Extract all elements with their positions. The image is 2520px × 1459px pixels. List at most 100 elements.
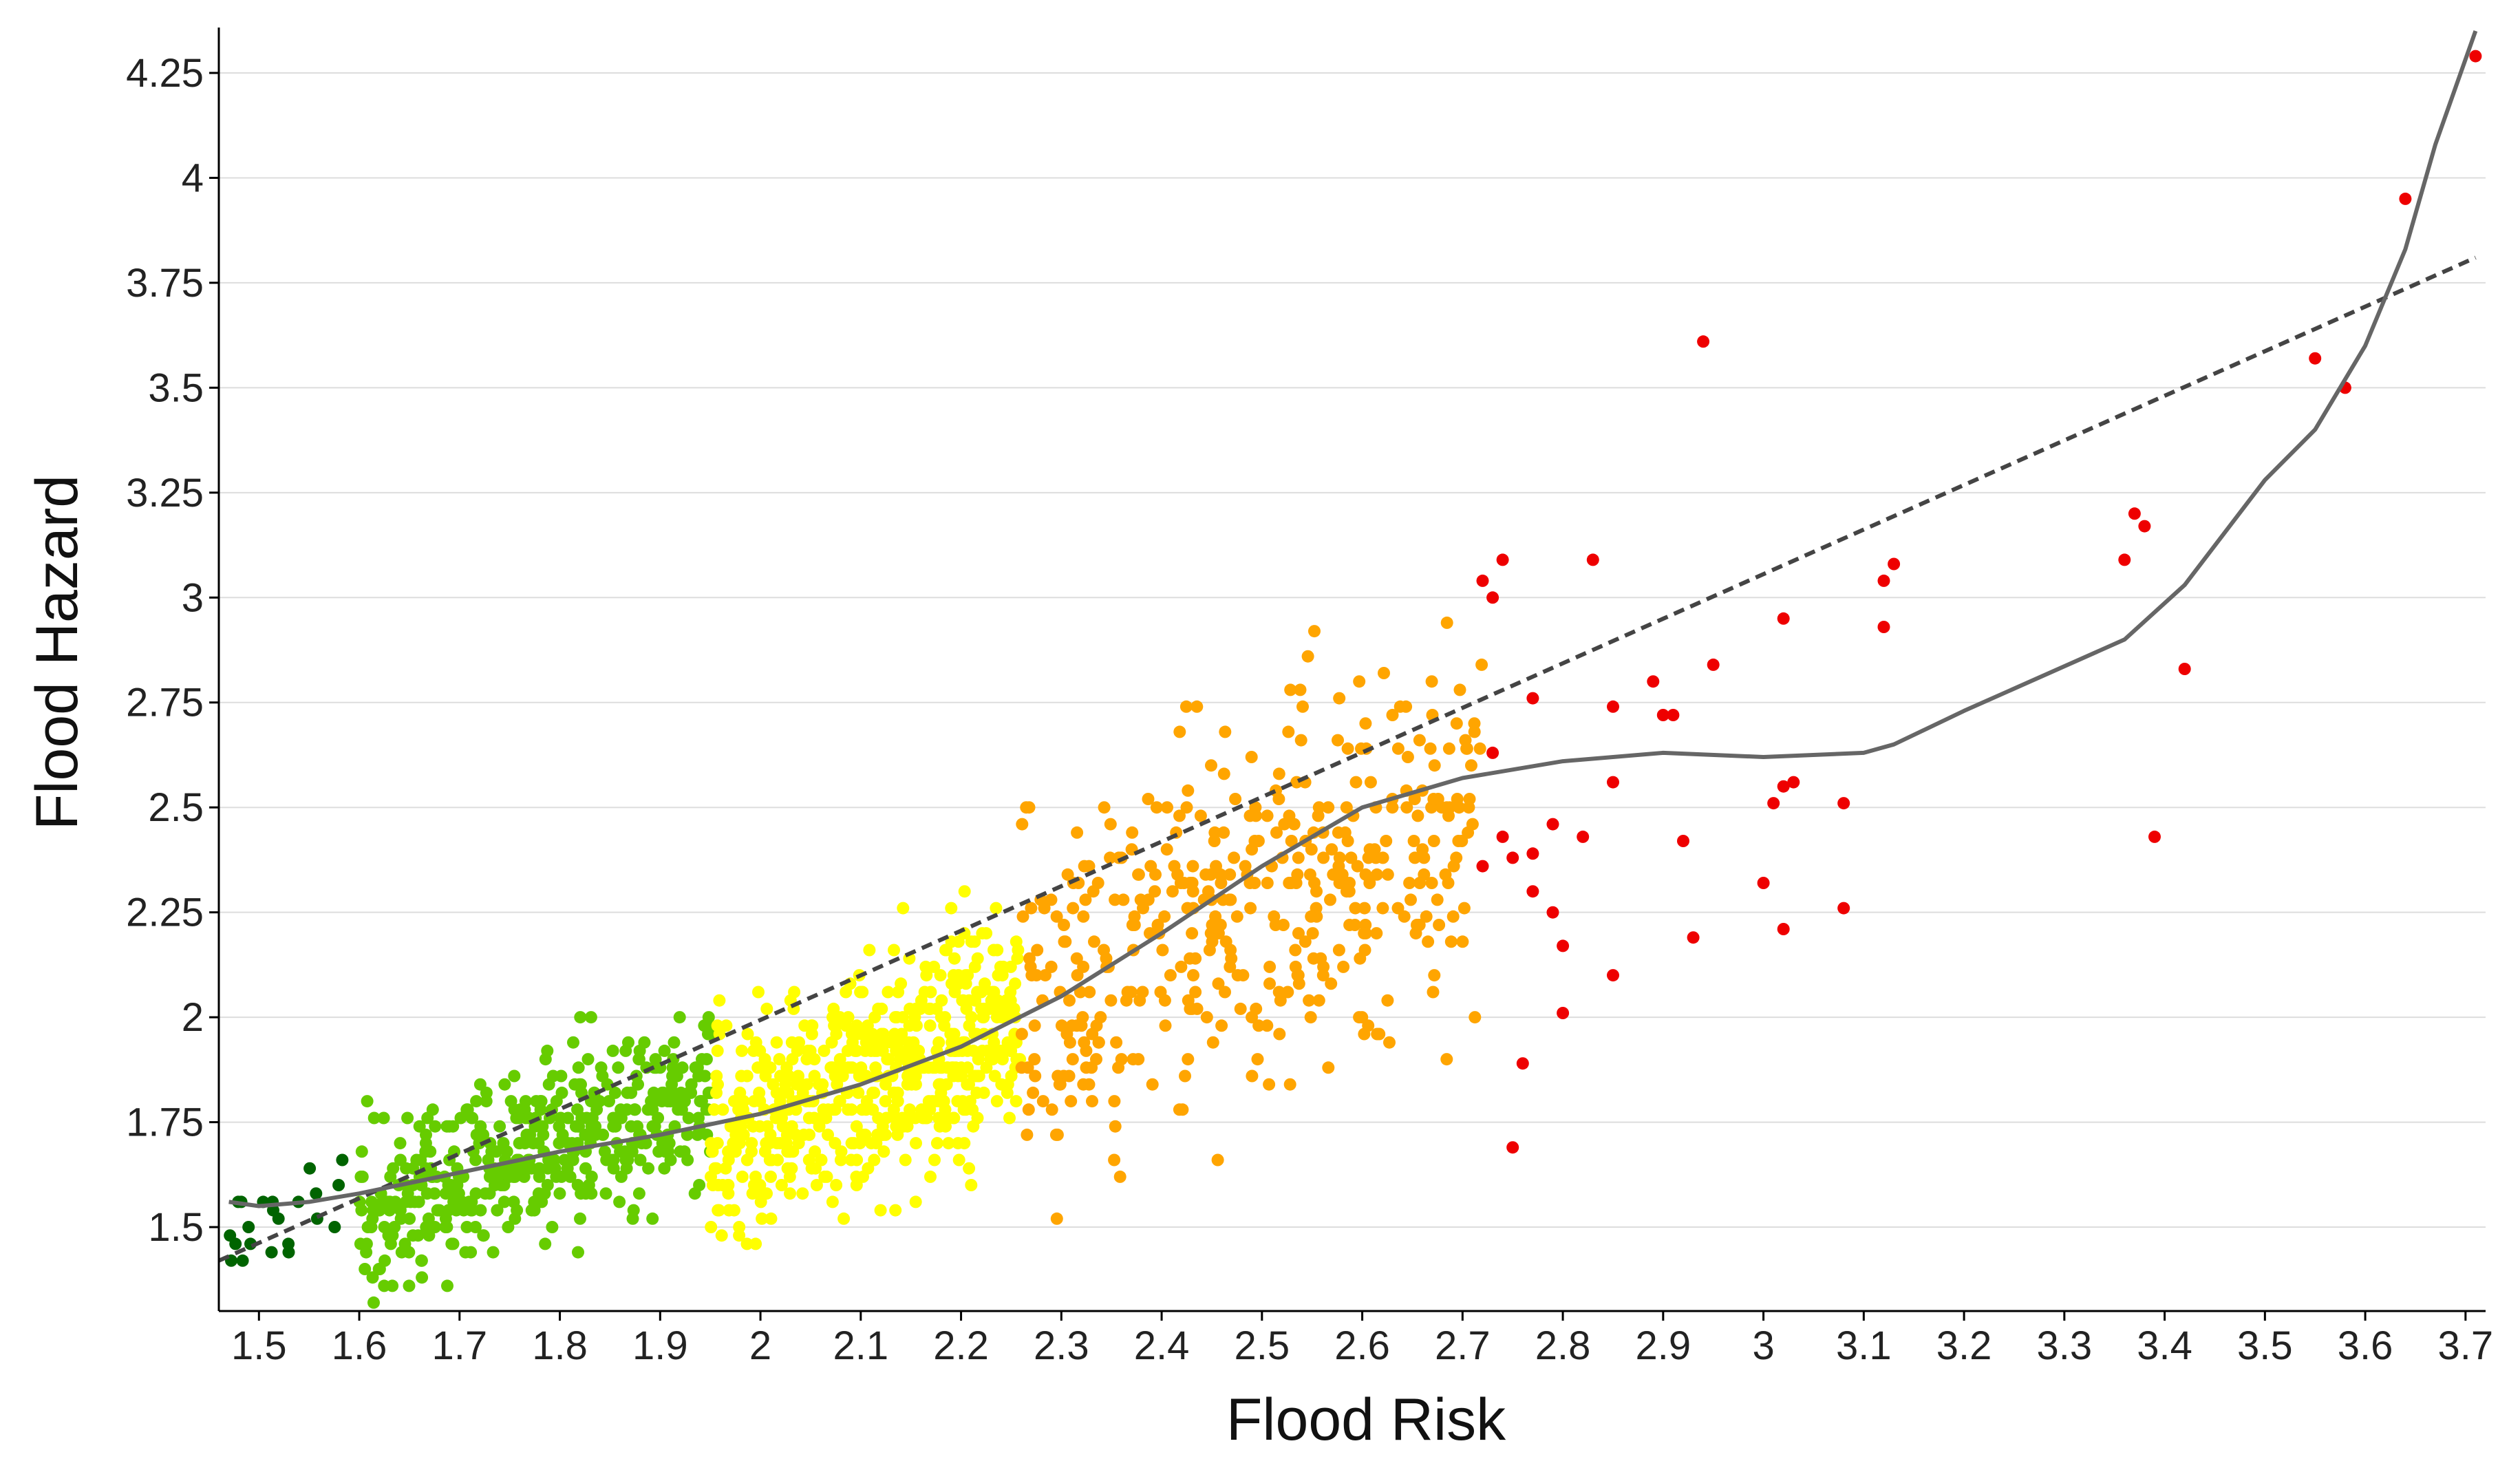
point-high [1214, 868, 1227, 881]
point-very-high [1546, 818, 1559, 831]
point-very-high [1557, 1007, 1570, 1019]
point-medium [871, 1044, 884, 1057]
point-low [571, 1120, 584, 1133]
point-low [598, 1145, 611, 1158]
point-high [1427, 793, 1440, 805]
point-low [479, 1187, 492, 1200]
point-low [632, 1053, 645, 1066]
point-high [1283, 877, 1296, 889]
point-high [1050, 1212, 1063, 1225]
point-medium [736, 1044, 748, 1057]
point-medium [945, 1027, 958, 1041]
point-medium [939, 1120, 952, 1133]
point-medium [976, 927, 989, 940]
point-high [1433, 919, 1446, 931]
point-very-high [1687, 931, 1700, 944]
point-low [355, 1145, 368, 1158]
point-very-high [1777, 612, 1790, 625]
point-medium [751, 1061, 765, 1074]
point-medium [716, 1103, 729, 1116]
point-low [413, 1120, 426, 1133]
point-high [1272, 767, 1285, 780]
point-medium [923, 1019, 937, 1032]
point-low [627, 1204, 640, 1217]
point-high [1451, 793, 1464, 805]
point-high [1179, 1069, 1191, 1083]
point-high [1270, 826, 1283, 839]
point-medium [840, 986, 853, 999]
point-medium [715, 1229, 728, 1242]
point-medium [882, 986, 895, 999]
point-very-low [242, 1221, 255, 1233]
point-medium [740, 1153, 754, 1167]
point-low [447, 1237, 460, 1250]
point-high [1408, 793, 1421, 805]
point-medium [961, 1061, 974, 1074]
point-low [420, 1128, 432, 1141]
point-very-high [1526, 692, 1539, 705]
point-very-high [1516, 1057, 1529, 1070]
point-high [1386, 709, 1399, 721]
point-medium [851, 1027, 864, 1041]
point-high [1444, 935, 1457, 948]
point-medium [711, 1044, 724, 1057]
point-high [1109, 1120, 1122, 1133]
point-low [384, 1237, 397, 1250]
point-medium [836, 1069, 849, 1083]
point-high [1294, 734, 1307, 747]
point-low [469, 1187, 482, 1200]
point-very-high [1607, 776, 1619, 789]
point-low [513, 1137, 526, 1150]
point-medium [934, 969, 947, 982]
point-low [490, 1145, 503, 1158]
point-high [1301, 650, 1314, 663]
point-low [634, 1153, 647, 1167]
point-medium [909, 1195, 922, 1208]
point-high [1440, 1053, 1453, 1066]
point-high [1173, 725, 1186, 738]
point-low [410, 1153, 423, 1167]
point-low [482, 1153, 495, 1167]
point-low [356, 1170, 369, 1183]
point-high [1370, 868, 1383, 881]
point-medium [854, 986, 867, 999]
point-very-low [310, 1187, 323, 1200]
point-low [682, 1086, 695, 1099]
point-low [663, 1137, 676, 1150]
point-very-low [272, 1212, 285, 1225]
point-low [574, 1212, 586, 1225]
point-high [1348, 919, 1361, 931]
point-medium [767, 1078, 780, 1091]
point-medium [963, 1095, 976, 1108]
point-low [373, 1204, 386, 1217]
point-medium [796, 1187, 809, 1200]
point-medium [851, 1153, 864, 1167]
point-very-high [2118, 553, 2131, 566]
y-tick-label: 2.5 [148, 785, 204, 830]
point-high [1308, 625, 1321, 638]
point-high [1063, 994, 1076, 1007]
point-high [1086, 1027, 1099, 1041]
point-low [575, 1187, 588, 1200]
point-high [1312, 994, 1325, 1007]
point-high [1082, 860, 1096, 873]
point-high [1391, 742, 1405, 755]
point-medium [902, 1036, 915, 1049]
point-medium [942, 1137, 955, 1150]
point-medium [981, 1044, 994, 1057]
point-medium [859, 1128, 872, 1141]
point-high [1272, 986, 1285, 999]
point-high [1016, 818, 1029, 831]
point-high [1316, 969, 1330, 982]
point-high [1299, 935, 1312, 948]
point-medium [952, 1069, 965, 1083]
point-medium [1009, 977, 1022, 990]
point-very-high [2128, 507, 2141, 520]
axes [217, 28, 2486, 1312]
point-high [1340, 885, 1353, 898]
y-tick-label: 1.75 [126, 1100, 204, 1145]
point-low [632, 1078, 644, 1091]
point-high [1217, 826, 1230, 839]
point-high [1282, 725, 1295, 738]
point-medium [770, 1036, 783, 1049]
